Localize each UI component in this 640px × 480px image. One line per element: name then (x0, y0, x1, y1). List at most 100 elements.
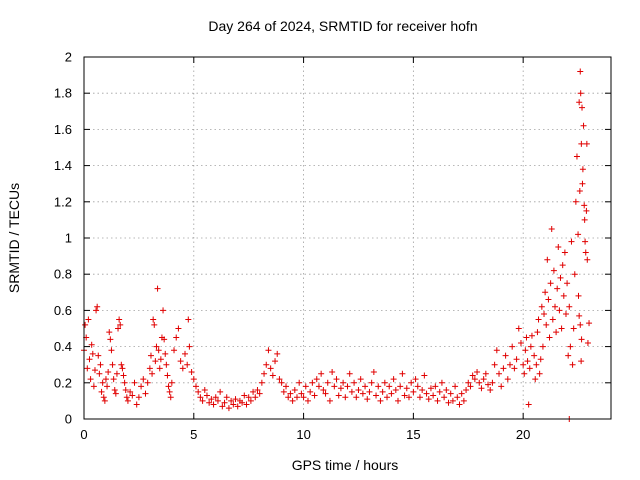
data-point (113, 370, 120, 377)
data-point (182, 350, 189, 357)
data-point (121, 379, 128, 386)
y-tick-label: 0.6 (54, 303, 72, 318)
data-point (289, 397, 296, 404)
data-point (567, 343, 574, 350)
data-point (399, 370, 406, 377)
data-point (449, 397, 456, 404)
plot-frame (83, 56, 612, 420)
data-point (571, 271, 578, 278)
data-point (318, 370, 325, 377)
data-point (558, 325, 565, 332)
data-point (447, 390, 454, 397)
data-point (111, 387, 118, 394)
data-point (445, 399, 452, 406)
data-point (214, 397, 221, 404)
data-point (179, 365, 186, 372)
data-point (375, 383, 382, 390)
data-point (100, 394, 107, 401)
chart-title: Day 264 of 2024, SRMTID for receiver hof… (208, 18, 477, 34)
data-point (384, 394, 391, 401)
data-point (95, 352, 102, 359)
y-tick-label: 0.4 (54, 339, 72, 354)
data-point (320, 387, 327, 394)
data-point (368, 379, 375, 386)
data-point (337, 385, 344, 392)
data-point (149, 370, 156, 377)
data-point (250, 388, 257, 395)
data-point (452, 383, 459, 390)
data-point (154, 285, 161, 292)
data-point (555, 244, 562, 251)
data-point (84, 365, 91, 372)
data-point (340, 379, 347, 386)
data-point (164, 372, 171, 379)
data-point (82, 321, 89, 328)
data-point (496, 370, 503, 377)
data-point (576, 187, 583, 194)
data-point (527, 343, 534, 350)
data-point (144, 379, 151, 386)
data-point (564, 280, 571, 287)
data-point (223, 394, 230, 401)
data-point (232, 396, 239, 403)
data-point (108, 347, 115, 354)
data-point (304, 397, 311, 404)
data-point (120, 372, 127, 379)
data-point (300, 394, 307, 401)
data-point (578, 336, 585, 343)
data-point (517, 339, 524, 346)
data-point (543, 321, 550, 328)
data-point (335, 392, 342, 399)
data-point (104, 383, 111, 390)
data-point (388, 390, 395, 397)
data-point (88, 341, 95, 348)
data-point (421, 372, 428, 379)
y-tick-label: 0.8 (54, 267, 72, 282)
data-point (436, 388, 443, 395)
data-point (577, 68, 584, 75)
data-point (351, 379, 358, 386)
data-point (535, 316, 542, 323)
data-point (85, 316, 92, 323)
data-point (513, 356, 520, 363)
data-point (568, 238, 575, 245)
data-point (581, 202, 588, 209)
data-point (276, 376, 283, 383)
data-point (329, 368, 336, 375)
data-point (493, 347, 500, 354)
data-point (109, 361, 116, 368)
data-point (245, 394, 252, 401)
data-point (307, 388, 314, 395)
data-point (552, 303, 559, 310)
data-point (573, 153, 580, 160)
data-point (293, 394, 300, 401)
data-point (408, 379, 415, 386)
data-point (155, 347, 162, 354)
data-point (549, 316, 556, 323)
data-point (243, 401, 250, 408)
data-point (261, 370, 268, 377)
data-point (575, 292, 582, 299)
data-point (265, 347, 272, 354)
data-point (254, 387, 261, 394)
data-point (520, 361, 527, 368)
data-point (386, 383, 393, 390)
data-point (532, 376, 539, 383)
data-point (313, 376, 320, 383)
data-point (366, 388, 373, 395)
data-point (285, 394, 292, 401)
data-point (269, 372, 276, 379)
data-point (186, 343, 193, 350)
data-point (210, 401, 217, 408)
data-point (578, 358, 585, 365)
y-tick-label: 1.8 (54, 86, 72, 101)
data-point (502, 352, 509, 359)
y-tick-label: 1.2 (54, 194, 72, 209)
data-point (331, 383, 338, 390)
y-tick-labels: 0 0.2 0.4 0.6 0.8 1 1.2 1.4 1.6 1.8 2 (54, 50, 72, 427)
data-point (133, 401, 140, 408)
data-point (432, 383, 439, 390)
data-point (97, 361, 104, 368)
data-point (565, 352, 572, 359)
grid-lines (84, 57, 611, 419)
